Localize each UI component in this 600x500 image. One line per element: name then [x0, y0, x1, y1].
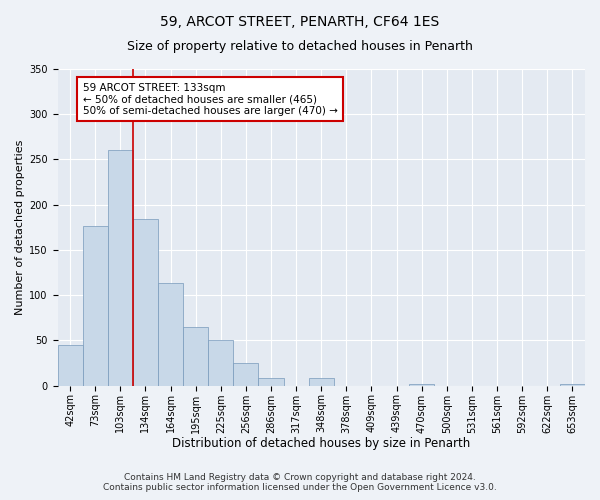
Bar: [158, 282, 183, 386]
Text: Contains HM Land Registry data © Crown copyright and database right 2024.
Contai: Contains HM Land Registry data © Crown c…: [103, 473, 497, 492]
Text: Size of property relative to detached houses in Penarth: Size of property relative to detached ho…: [127, 40, 473, 53]
Bar: [233, 363, 259, 386]
Bar: [183, 327, 208, 386]
Bar: [259, 378, 284, 386]
Bar: [560, 384, 585, 386]
Bar: [308, 378, 334, 386]
Bar: [133, 219, 158, 386]
Bar: [108, 150, 133, 386]
Bar: [83, 226, 108, 386]
Text: 59, ARCOT STREET, PENARTH, CF64 1ES: 59, ARCOT STREET, PENARTH, CF64 1ES: [160, 15, 440, 29]
Bar: [58, 345, 83, 386]
Bar: [409, 384, 434, 386]
X-axis label: Distribution of detached houses by size in Penarth: Distribution of detached houses by size …: [172, 437, 470, 450]
Text: 59 ARCOT STREET: 133sqm
← 50% of detached houses are smaller (465)
50% of semi-d: 59 ARCOT STREET: 133sqm ← 50% of detache…: [83, 82, 338, 116]
Y-axis label: Number of detached properties: Number of detached properties: [15, 140, 25, 315]
Bar: [208, 340, 233, 386]
